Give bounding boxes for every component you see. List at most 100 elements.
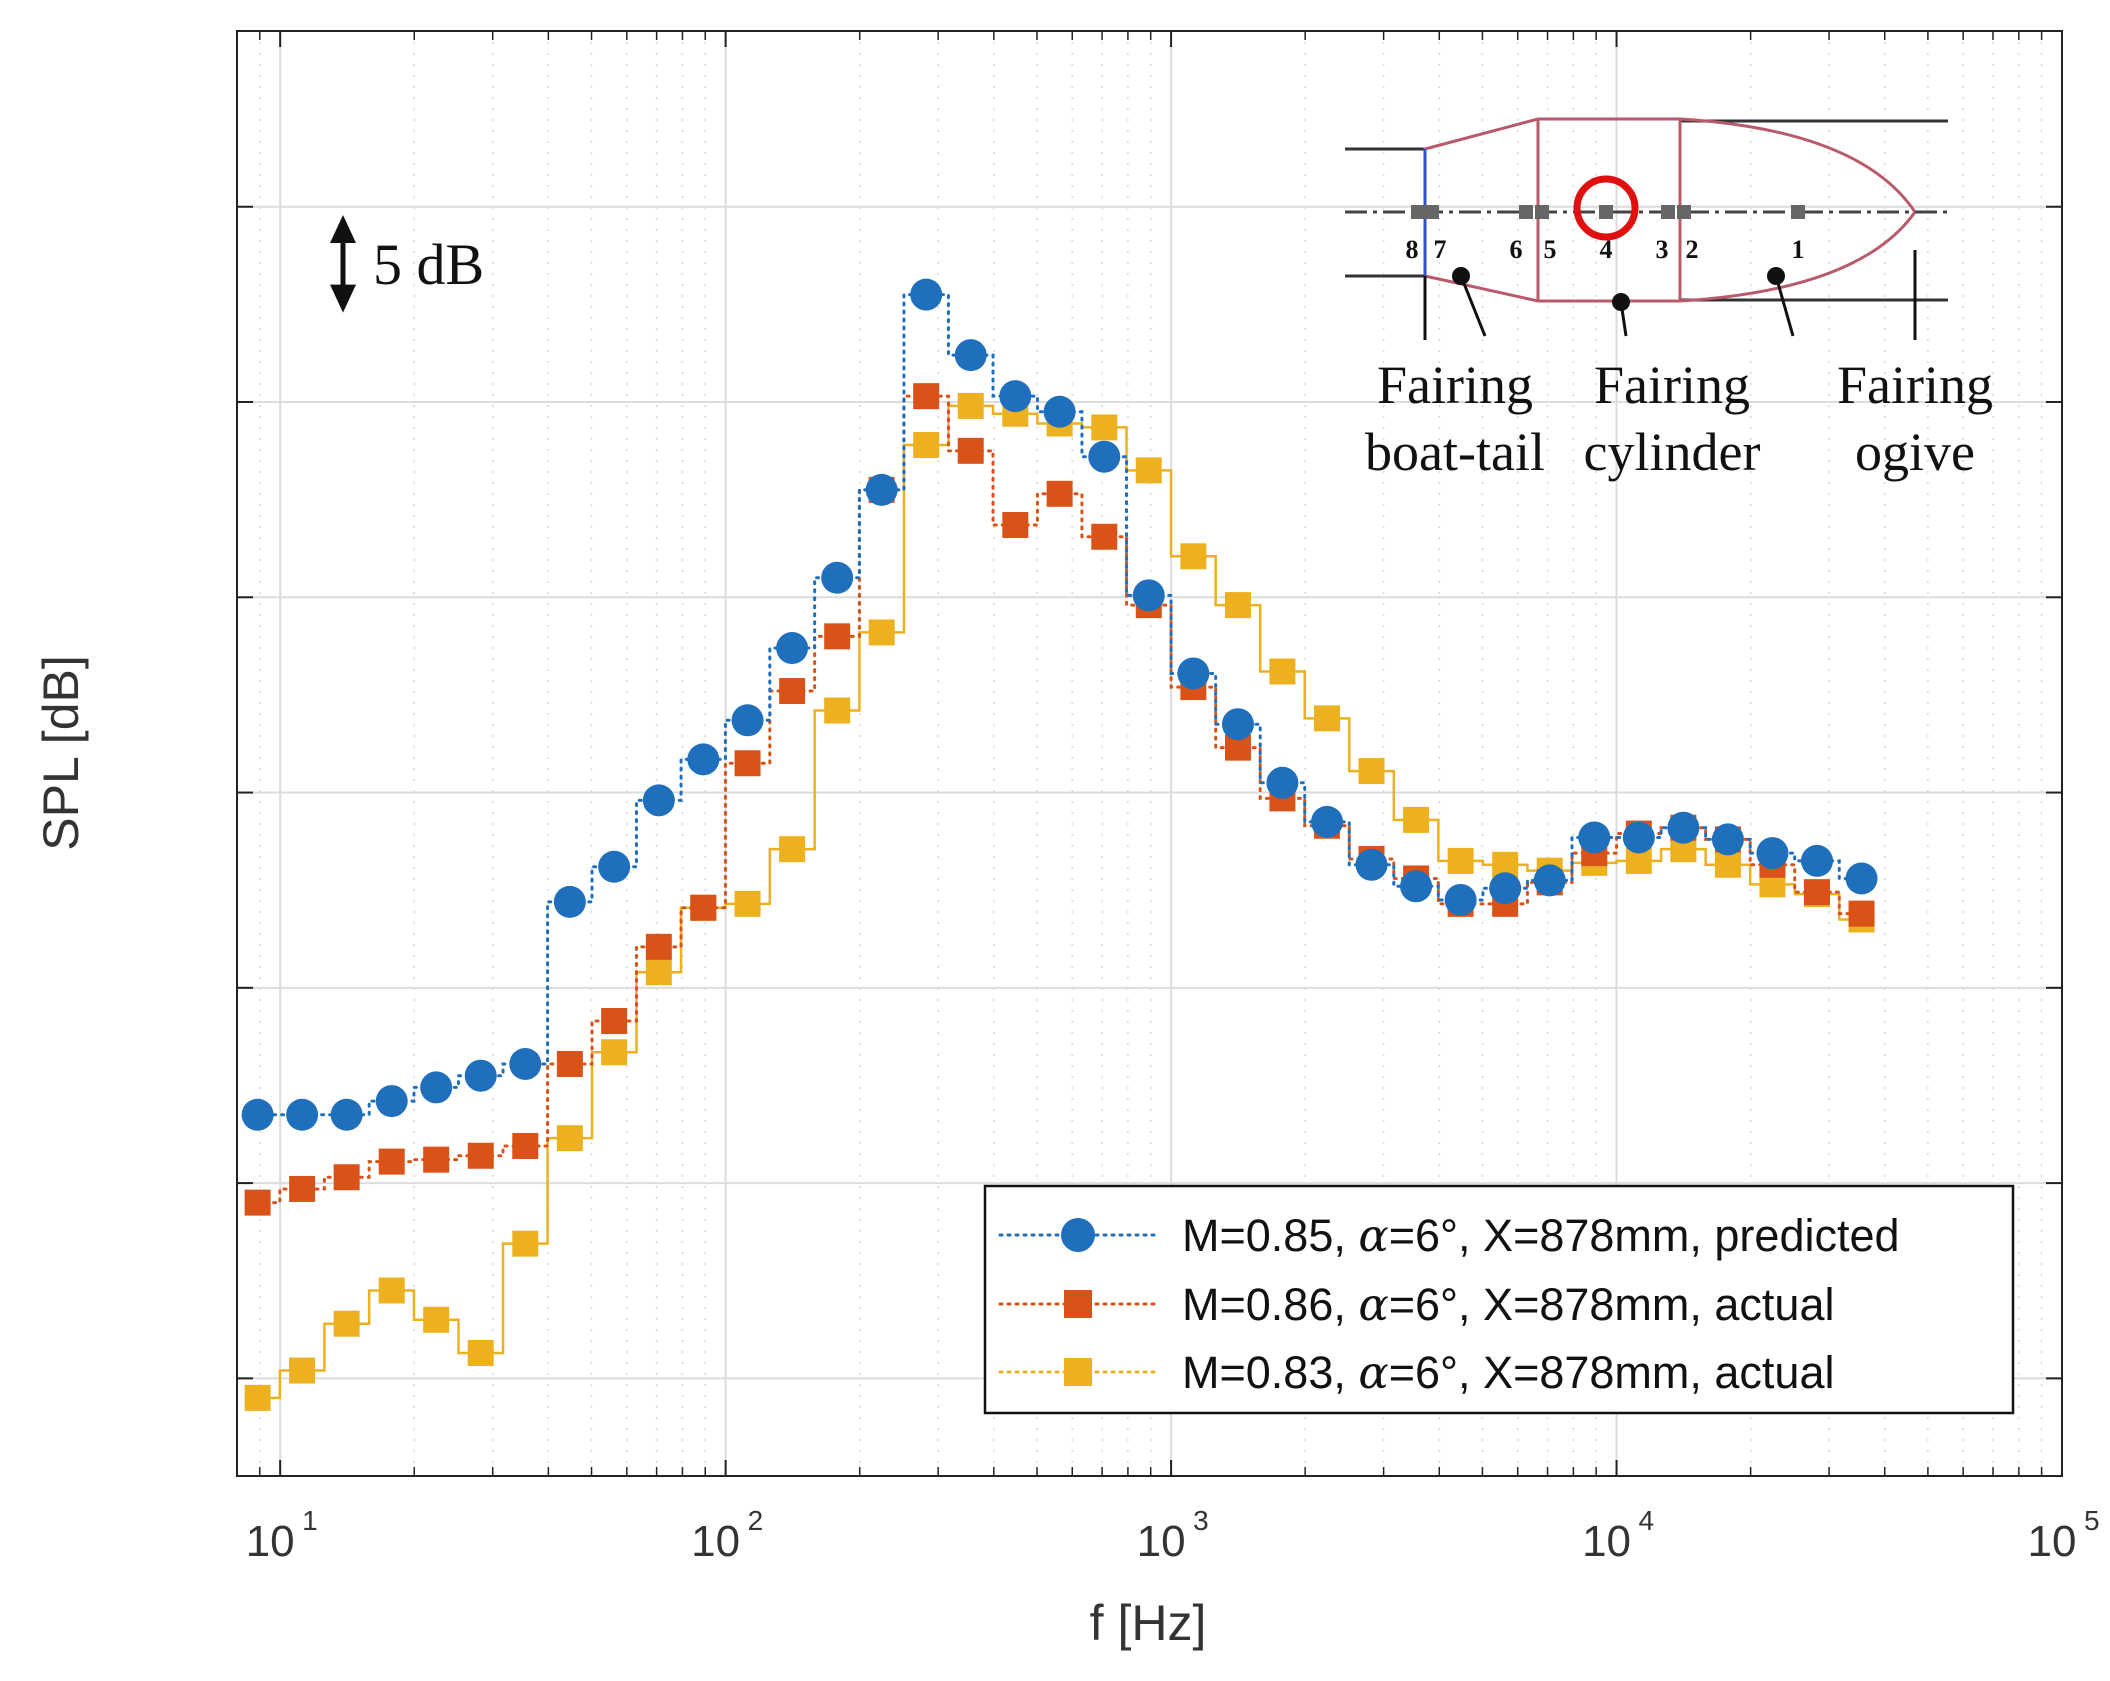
data-point	[1447, 847, 1474, 874]
data-point	[286, 1098, 319, 1131]
data-point	[645, 959, 672, 986]
legend-marker	[1061, 1218, 1095, 1252]
data-point	[1266, 766, 1299, 799]
section-number: 8	[1406, 235, 1419, 264]
data-point	[467, 1142, 494, 1169]
data-point	[512, 1132, 539, 1159]
data-point	[1622, 821, 1655, 854]
data-point	[1043, 395, 1076, 428]
data-point	[333, 1310, 360, 1337]
data-point	[1311, 805, 1344, 838]
data-point	[556, 1125, 583, 1152]
data-point	[1355, 848, 1388, 881]
x-tick-exponent: 5	[2084, 1505, 2100, 1536]
data-point	[1088, 440, 1121, 473]
label-ogive-line1: Fairing	[1837, 355, 1993, 415]
data-point	[1489, 872, 1522, 905]
sensor-marker	[1599, 205, 1613, 219]
x-tick-base: 10	[2028, 1517, 2077, 1566]
data-point	[913, 431, 940, 458]
x-tick-base: 10	[1582, 1517, 1631, 1566]
data-point	[868, 619, 895, 646]
data-point	[1444, 883, 1477, 916]
legend-entry-3: M=0.83, α=6°, X=878mm, actual	[998, 1346, 1835, 1399]
x-tick-label: 10 2	[691, 1505, 763, 1566]
pointer-line-ogive	[1774, 275, 1795, 337]
data-point	[779, 678, 806, 705]
data-point	[1800, 844, 1833, 877]
data-point	[999, 380, 1032, 413]
sensor-marker	[1791, 205, 1805, 219]
x-tick-exponent: 2	[748, 1505, 764, 1536]
x-tick-labels: 10 1 10 2 10 3 10 4 10 5	[246, 1505, 2100, 1566]
data-point	[1714, 851, 1741, 878]
data-point	[734, 890, 761, 917]
scale-bar: 5 dB	[330, 215, 484, 313]
series-2	[244, 383, 1875, 1216]
legend-box	[983, 1184, 2015, 1415]
label-cylinder-line2: cylinder	[1584, 422, 1761, 482]
x-tick-exponent: 1	[302, 1505, 318, 1536]
data-point	[423, 1306, 450, 1333]
data-point	[289, 1357, 316, 1384]
legend-entry-2: M=0.86, α=6°, X=878mm, actual	[998, 1278, 1835, 1331]
scale-bar-label: 5 dB	[373, 232, 484, 297]
sensor-marker	[1425, 205, 1439, 219]
data-point	[690, 894, 717, 921]
x-tick-label: 10 3	[1137, 1505, 1209, 1566]
pointer-line-cylinder	[1619, 301, 1628, 337]
scale-bar-arrow-down-icon	[330, 284, 356, 313]
data-point	[467, 1339, 494, 1366]
data-point	[731, 704, 764, 737]
data-point	[1533, 864, 1566, 897]
data-point	[333, 1164, 360, 1191]
data-point	[1177, 657, 1210, 690]
x-tick-base: 10	[691, 1517, 740, 1566]
data-point	[821, 561, 854, 594]
section-number: 5	[1544, 235, 1557, 264]
data-point	[378, 1148, 405, 1175]
data-point	[1269, 658, 1296, 685]
highlight-circle	[1573, 175, 1639, 241]
fairing-outline	[1423, 117, 1917, 303]
data-point	[601, 1008, 628, 1035]
section-number: 7	[1434, 235, 1447, 264]
scale-bar-arrow-up-icon	[330, 215, 356, 243]
data-point	[601, 1039, 628, 1066]
legend-entries: M=0.85, α=6°, X=878mm, predicted M=0.86, …	[998, 1209, 1900, 1399]
data-point	[1667, 811, 1700, 844]
sensor-markers	[1411, 205, 1805, 219]
data-point	[556, 1050, 583, 1077]
data-point	[1135, 457, 1162, 484]
data-point	[512, 1230, 539, 1257]
section-number: 6	[1510, 235, 1523, 264]
sensor-marker	[1661, 205, 1675, 219]
data-point	[1091, 523, 1118, 550]
label-boat-tail-line1: Fairing	[1377, 355, 1533, 415]
pointer-line-boat-tail	[1459, 275, 1487, 337]
x-tick-base: 10	[246, 1517, 295, 1566]
x-tick-label: 10 1	[246, 1505, 318, 1566]
data-point	[1803, 879, 1830, 906]
data-point	[865, 473, 898, 506]
sensor-marker	[1411, 205, 1425, 219]
data-point	[1358, 758, 1385, 785]
sensor-marker	[1519, 205, 1533, 219]
y-axis-label: SPL [dB]	[33, 655, 89, 850]
data-point	[1400, 870, 1433, 903]
label-cylinder-line1: Fairing	[1594, 355, 1750, 415]
series-1	[241, 278, 1878, 1131]
data-point	[1221, 708, 1254, 741]
label-boat-tail-line2: boat-tail	[1365, 422, 1545, 482]
data-point	[957, 437, 984, 464]
data-point	[1756, 837, 1789, 870]
data-point	[954, 339, 987, 372]
data-point	[957, 392, 984, 419]
x-tick-exponent: 3	[1193, 1505, 1209, 1536]
x-axis-label: f [Hz]	[1090, 1595, 1207, 1651]
x-tick-label: 10 5	[2028, 1505, 2100, 1566]
section-number: 2	[1686, 235, 1699, 264]
